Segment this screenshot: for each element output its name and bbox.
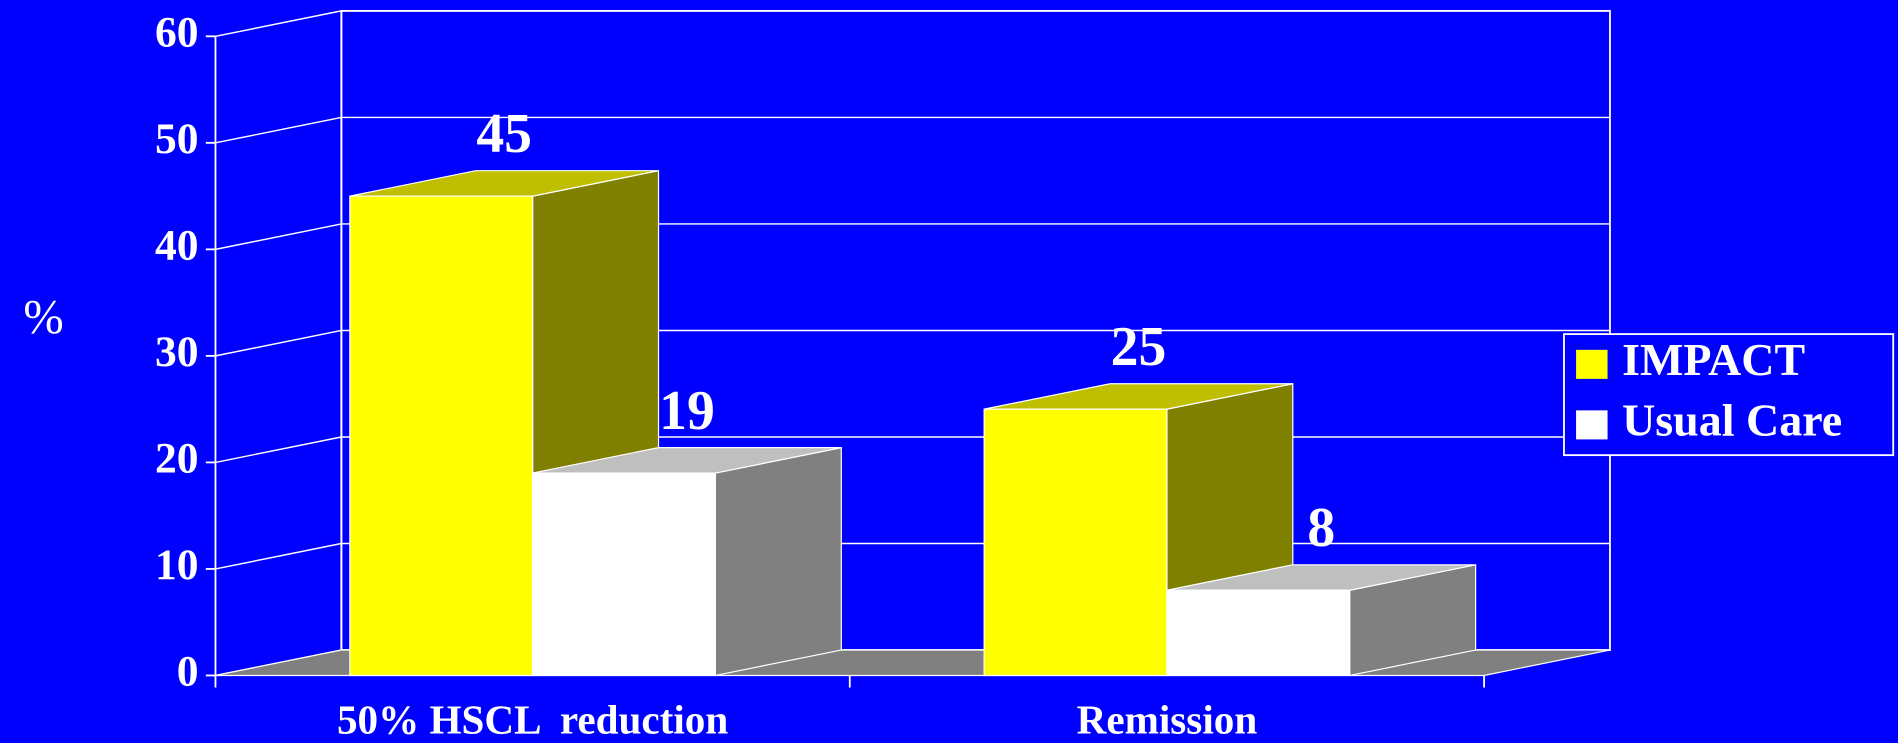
- bar: [1166, 589, 1351, 677]
- x-tick-label: 50% HSCL reduction: [337, 696, 728, 742]
- y-tick-label: 60: [155, 8, 199, 56]
- bar: [983, 408, 1168, 677]
- side-grid-line: [215, 436, 342, 464]
- data-label: 8: [1307, 497, 1335, 559]
- side-grid-line: [215, 116, 342, 144]
- y-tick-label: 50: [155, 115, 199, 163]
- legend: [1563, 333, 1895, 457]
- legend-label: IMPACT: [1622, 334, 1805, 385]
- data-label: 45: [476, 103, 532, 165]
- y-tick-label: 20: [155, 434, 199, 482]
- side-grid-line: [215, 223, 342, 251]
- y-tick-label: 40: [155, 221, 199, 269]
- data-label: 19: [659, 380, 715, 442]
- y-tick-label: 30: [155, 328, 199, 376]
- bar-side: [714, 446, 842, 677]
- legend-swatch: [1576, 349, 1608, 379]
- side-grid-line: [215, 542, 342, 570]
- bar: [349, 195, 534, 677]
- plot: % 0 10 20 30 40 50 60 50% HSCL reduction 45 19 Rem…: [23, 8, 1895, 742]
- bar: [532, 472, 717, 677]
- side-grid-line: [215, 329, 342, 357]
- y-tick-label: 10: [155, 541, 199, 589]
- data-label: 25: [1111, 316, 1167, 378]
- side-grid-line: [215, 10, 342, 38]
- legend-swatch: [1576, 410, 1608, 440]
- y-axis-label: %: [23, 291, 63, 344]
- x-tick-label: Remission: [1077, 696, 1258, 742]
- legend-label: Usual Care: [1622, 394, 1842, 445]
- y-tick-label: 0: [177, 647, 199, 695]
